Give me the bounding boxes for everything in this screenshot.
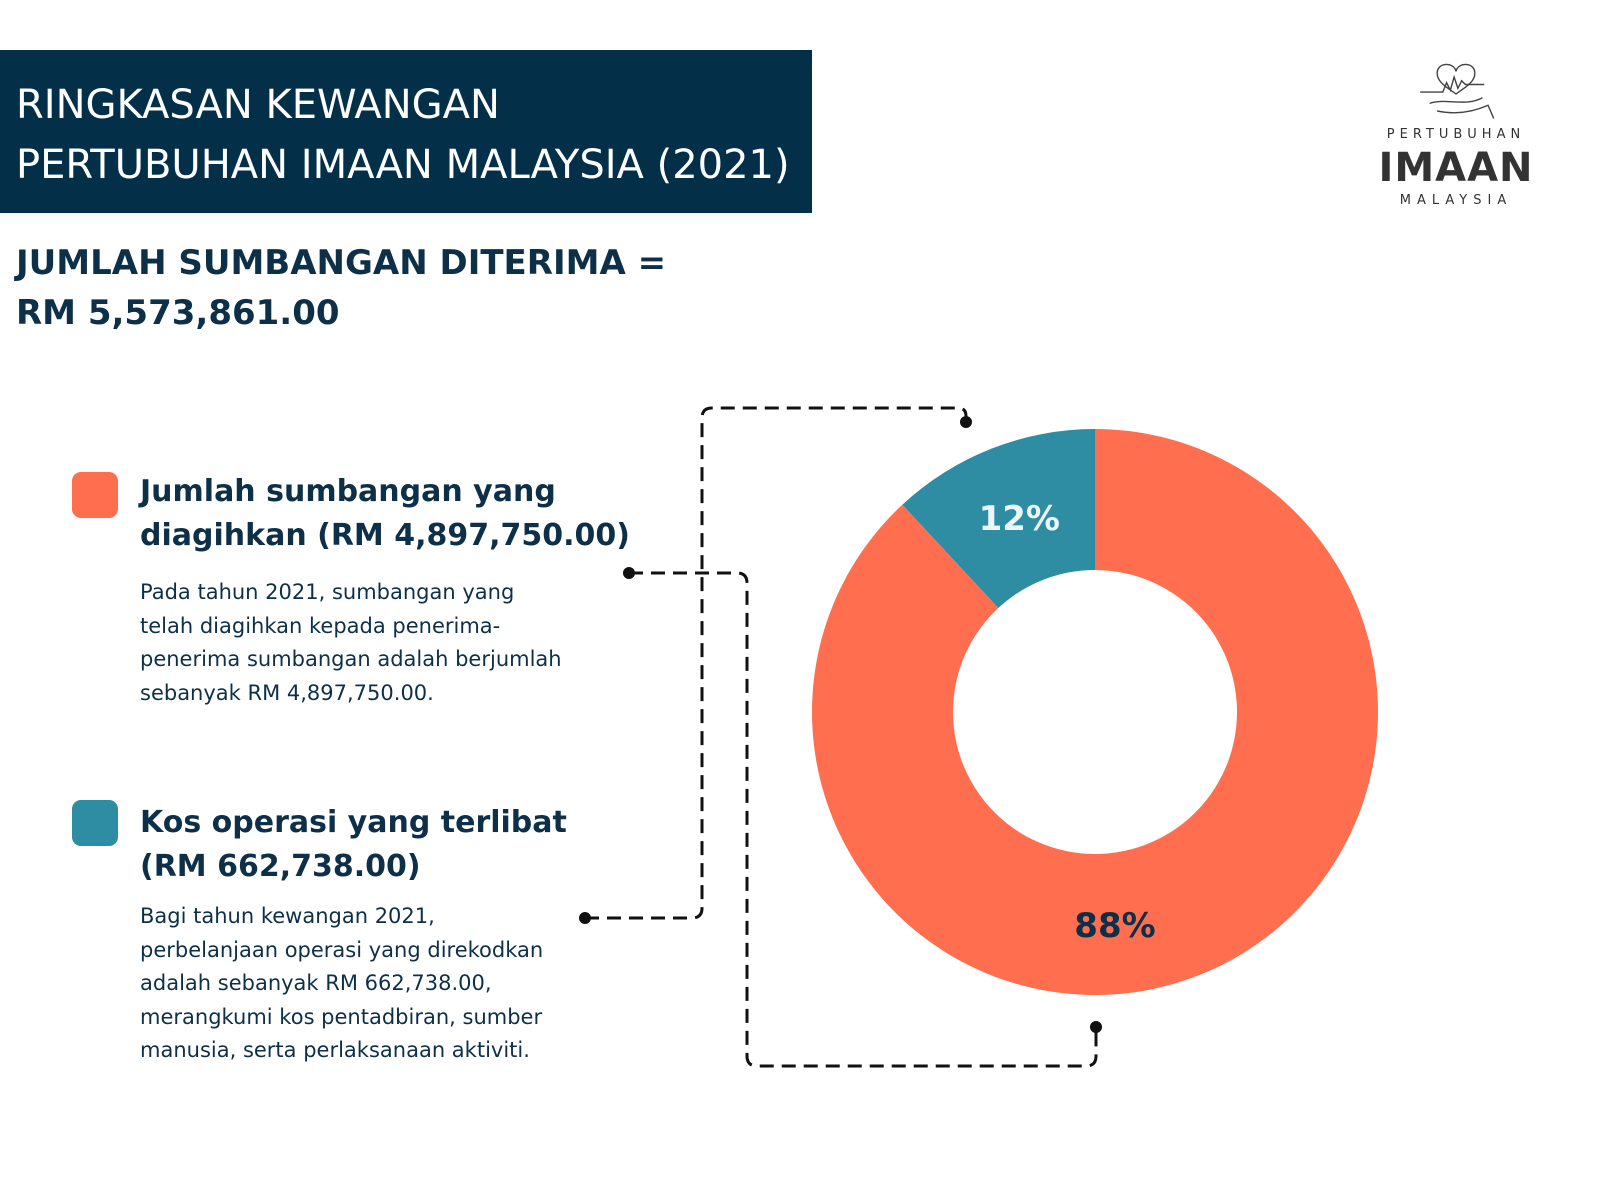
title-banner: RINGKASAN KEWANGAN PERTUBUHAN IMAAN MALA… (0, 50, 812, 213)
desc-line: manusia, serta perlaksanaan aktiviti. (140, 1038, 530, 1063)
logo-bottom: MALAYSIA (1399, 193, 1513, 208)
desc-line: perbelanjaan operasi yang direkodkan (140, 937, 544, 962)
legend-title-distributed: Jumlah sumbangan yang diagihkan (RM 4,89… (140, 470, 630, 558)
desc-line: adalah sebanyak RM 662,738.00, (140, 971, 492, 996)
desc-line: penerima sumbangan adalah berjumlah (140, 647, 562, 672)
legend-desc-operations: Bagi tahun kewangan 2021, perbelanjaan o… (140, 900, 543, 1068)
connector-dot (960, 416, 972, 428)
desc-line: sebanyak RM 4,897,750.00. (140, 680, 434, 705)
total-received: JUMLAH SUMBANGAN DITERIMA = RM 5,573,861… (16, 238, 666, 338)
title-line-1: RINGKASAN KEWANGAN (16, 82, 500, 128)
legend-title-line: Jumlah sumbangan yang (140, 474, 556, 509)
legend-title-line: (RM 662,738.00) (140, 849, 421, 884)
legend-title-line: Kos operasi yang terlibat (140, 805, 567, 840)
logo-main: IMAAN (1378, 145, 1534, 191)
connector-lines (585, 406, 1098, 1068)
desc-line: Pada tahun 2021, sumbangan yang (140, 580, 515, 604)
slice-label-operations: 12% (979, 499, 1060, 539)
heart-hand-icon (1420, 63, 1495, 119)
connector-dot (623, 567, 635, 579)
legend-desc-distributed: Pada tahun 2021, sumbangan yang telah di… (140, 576, 562, 710)
connector-operations (585, 406, 968, 920)
title-line-2: PERTUBUHAN IMAAN MALAYSIA (2021) (16, 142, 790, 188)
legend-title-operations: Kos operasi yang terlibat (RM 662,738.00… (140, 801, 567, 889)
logo: PERTUBUHAN IMAAN MALAYSIA (1366, 60, 1546, 210)
legend-swatch-operations (72, 800, 118, 846)
desc-line: merangkumi kos pentadbiran, sumber (140, 1004, 543, 1029)
total-label: JUMLAH SUMBANGAN DITERIMA = (16, 243, 667, 283)
slice-operations (902, 429, 1095, 608)
legend-swatch-distributed (72, 472, 118, 518)
desc-line: Bagi tahun kewangan 2021, (140, 904, 435, 928)
connector-dot (579, 912, 591, 924)
logo-top: PERTUBUHAN (1386, 127, 1526, 142)
total-value: RM 5,573,861.00 (16, 293, 340, 333)
connector-dot (1090, 1021, 1102, 1033)
slice-distributed (812, 429, 1378, 995)
slice-label-distributed: 88% (1074, 906, 1155, 946)
desc-line: telah diagihkan kepada penerima- (140, 613, 501, 638)
legend-title-line: diagihkan (RM 4,897,750.00) (140, 518, 630, 553)
connector-distributed (629, 571, 1098, 1068)
